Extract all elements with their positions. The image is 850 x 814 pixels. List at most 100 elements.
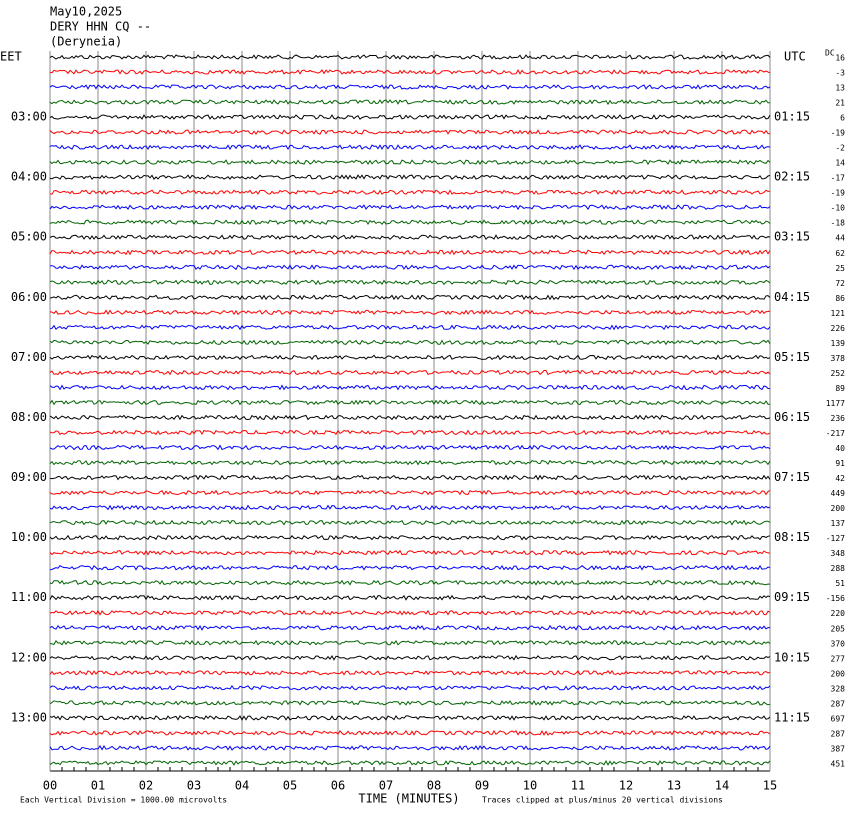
right-time: 09:15	[774, 590, 810, 604]
dc-value: -19	[831, 189, 846, 198]
dc-value: 226	[831, 324, 846, 333]
dc-value: 25	[835, 264, 845, 273]
trace	[49, 534, 771, 541]
right-time: 10:15	[774, 650, 810, 664]
trace	[49, 639, 771, 646]
trace	[49, 99, 771, 106]
dc-value: 44	[835, 234, 845, 243]
right-time: 05:15	[774, 350, 810, 364]
trace	[49, 234, 771, 241]
left-time: 07:00	[11, 350, 47, 364]
dc-value: 449	[831, 489, 846, 498]
dc-value: 287	[831, 729, 846, 738]
trace	[49, 414, 771, 421]
right-time: 04:15	[774, 290, 810, 304]
trace	[49, 174, 771, 180]
dc-value: -3	[835, 69, 845, 78]
right-time: 11:15	[774, 710, 810, 724]
x-tick-label: 09	[475, 779, 489, 793]
trace	[49, 159, 771, 166]
dc-value: -156	[826, 594, 845, 603]
trace	[49, 309, 771, 316]
x-tick-label: 12	[619, 779, 633, 793]
trace	[49, 444, 771, 451]
x-title: TIME (MINUTES)	[358, 792, 459, 806]
dc-value: 348	[831, 549, 846, 558]
trace	[49, 564, 771, 571]
trace	[49, 745, 771, 751]
dc-value: 6	[840, 114, 845, 123]
dc-value: 40	[835, 444, 845, 453]
x-tick-label: 02	[139, 779, 153, 793]
right-time: 03:15	[774, 230, 810, 244]
left-time: 11:00	[11, 590, 47, 604]
dc-value: 16	[835, 54, 845, 63]
dc-value: 220	[831, 609, 846, 618]
x-tick-label: 01	[91, 779, 105, 793]
left-time: 10:00	[11, 530, 47, 544]
x-tick-label: 11	[571, 779, 585, 793]
dc-value: -19	[831, 129, 846, 138]
trace	[49, 729, 771, 736]
dc-value: -127	[826, 534, 845, 543]
x-tick-label: 00	[43, 779, 57, 793]
trace	[49, 54, 771, 60]
trace	[49, 624, 770, 631]
dc-value: 13	[835, 84, 845, 93]
left-zone: EET	[0, 50, 22, 64]
location: (Deryneia)	[50, 35, 122, 49]
trace	[49, 579, 771, 586]
trace	[49, 594, 771, 601]
trace	[49, 714, 771, 721]
trace	[49, 474, 771, 481]
right-time: 08:15	[774, 530, 810, 544]
dc-value: -17	[831, 174, 846, 183]
dc-value: 21	[835, 99, 845, 108]
right-zone: UTC	[784, 50, 806, 64]
trace	[49, 204, 771, 211]
trace	[49, 399, 770, 406]
x-tick-label: 06	[331, 779, 345, 793]
right-time: 01:15	[774, 110, 810, 124]
dc-value: 205	[831, 624, 846, 633]
left-time: 08:00	[11, 410, 47, 424]
x-tick-label: 13	[667, 779, 681, 793]
dc-value: 288	[831, 564, 846, 573]
dc-value: 51	[835, 579, 845, 588]
trace	[49, 84, 771, 90]
trace	[49, 69, 771, 75]
trace	[49, 489, 771, 496]
trace	[49, 114, 771, 120]
dc-value: 378	[831, 354, 846, 363]
dc-value: 86	[835, 294, 845, 303]
dc-value: 451	[831, 759, 846, 768]
trace	[49, 369, 771, 376]
dc-value: 236	[831, 414, 846, 423]
trace	[49, 279, 771, 286]
trace	[49, 519, 771, 526]
trace	[49, 699, 771, 706]
dc-label: DC	[825, 49, 835, 58]
footer-right: Traces clipped at plus/minus 20 vertical…	[482, 796, 723, 805]
trace	[49, 219, 771, 226]
dc-value: 387	[831, 744, 846, 753]
dc-value: -10	[831, 204, 846, 213]
right-time: 07:15	[774, 470, 810, 484]
trace	[49, 354, 771, 361]
x-tick-label: 08	[427, 779, 441, 793]
dc-value: 200	[831, 504, 846, 513]
trace	[49, 129, 771, 135]
trace	[49, 249, 771, 256]
trace	[49, 504, 771, 511]
trace	[49, 609, 771, 616]
trace	[49, 684, 771, 691]
dc-value: 91	[835, 459, 845, 468]
trace	[49, 760, 771, 766]
left-time: 04:00	[11, 170, 47, 184]
trace	[49, 459, 771, 466]
dc-value: 328	[831, 684, 846, 693]
x-tick-label: 03	[187, 779, 201, 793]
dc-value: 1177	[826, 399, 845, 408]
dc-value: 62	[835, 249, 845, 258]
